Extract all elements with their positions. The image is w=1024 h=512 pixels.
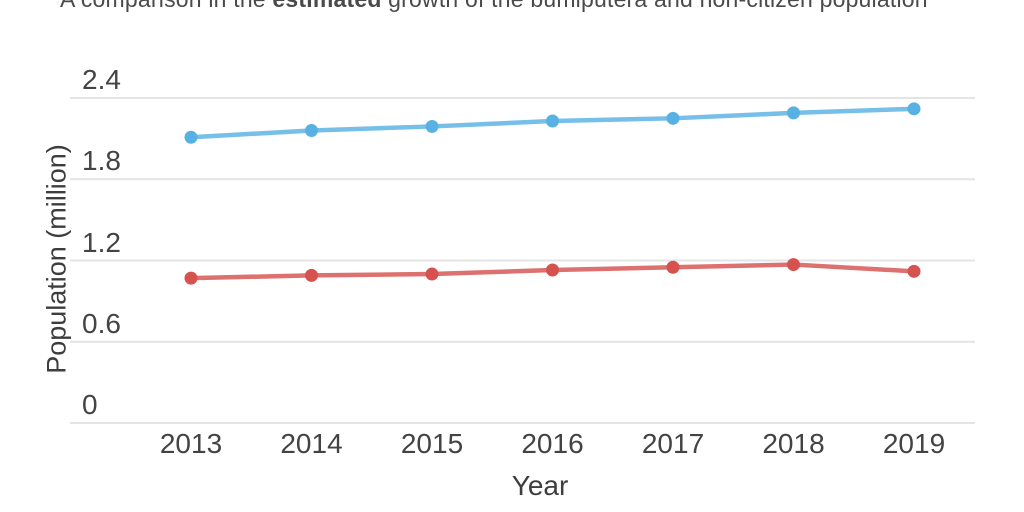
y-tick-label: 2.4 [82, 64, 121, 95]
data-point-bumiputera-2018 [787, 106, 800, 120]
data-point-bumiputera-2013 [184, 130, 198, 144]
chart-title-suffix: growth of the bumiputera and non-citizen… [382, 0, 928, 12]
x-axis-title: Year [511, 470, 569, 501]
y-tick-label: 0 [82, 389, 98, 420]
x-tick-label: 2013 [159, 428, 223, 459]
y-tick-label: 0.6 [82, 307, 121, 339]
x-tick-label: 2015 [400, 428, 464, 459]
x-tick-label: 2014 [280, 428, 343, 459]
data-point-bumiputera-2019 [907, 102, 921, 116]
data-point-bumiputera-2014 [305, 124, 318, 137]
chart-title-prefix: A comparison in the [60, 0, 272, 12]
data-point-non-citizen-2014 [305, 268, 318, 282]
data-point-non-citizen-2017 [666, 260, 680, 274]
data-point-bumiputera-2017 [666, 111, 680, 125]
chart-title-bold-word: estimated [272, 0, 381, 12]
x-tick-label: 2017 [641, 428, 705, 459]
data-point-non-citizen-2015 [425, 267, 439, 281]
data-point-non-citizen-2016 [546, 263, 559, 277]
x-tick-label: 2018 [762, 428, 825, 459]
data-point-bumiputera-2016 [546, 114, 559, 128]
data-point-bumiputera-2015 [425, 119, 439, 133]
data-point-non-citizen-2013 [184, 271, 198, 285]
x-tick-label: 2016 [521, 428, 584, 459]
y-axis-title: Population (million) [41, 144, 72, 374]
chart-title: A comparison in the estimated growth of … [60, 0, 1020, 12]
y-tick-label: 1.8 [82, 145, 121, 177]
y-tick-label: 1.2 [82, 226, 121, 258]
data-point-non-citizen-2018 [787, 258, 800, 272]
x-tick-label: 2019 [882, 428, 946, 459]
data-point-non-citizen-2019 [907, 264, 921, 278]
